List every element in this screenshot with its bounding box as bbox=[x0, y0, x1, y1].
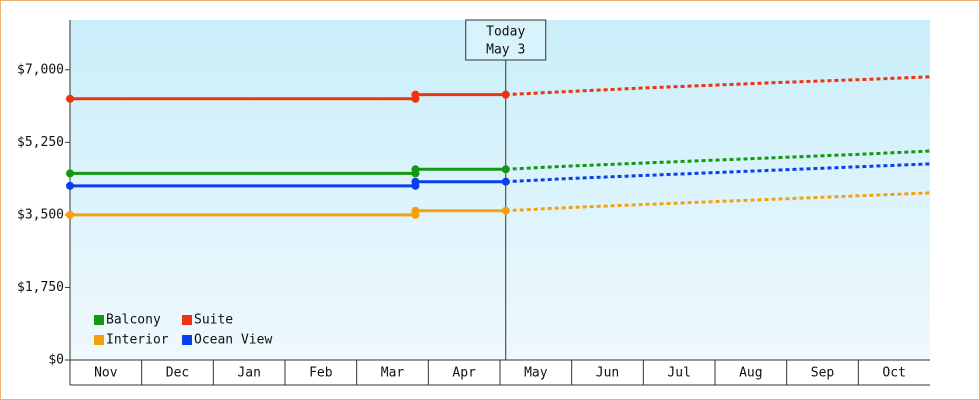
point bbox=[411, 165, 420, 174]
legend-label: Ocean View bbox=[194, 333, 272, 348]
x-tick-label: Jun bbox=[596, 366, 619, 381]
x-tick-label: Jul bbox=[667, 366, 690, 381]
point bbox=[411, 177, 420, 186]
legend-label: Interior bbox=[106, 333, 169, 348]
point bbox=[501, 177, 510, 186]
forecast-line bbox=[505, 162, 931, 184]
forecast-line bbox=[505, 75, 931, 97]
y-tick-label: $7,000 bbox=[17, 62, 64, 77]
x-tick-label: May bbox=[524, 366, 548, 381]
y-tick-label: $1,750 bbox=[17, 280, 64, 295]
x-tick-label: Sep bbox=[811, 366, 835, 381]
today-label: May 3 bbox=[486, 43, 525, 58]
point bbox=[411, 206, 420, 215]
point bbox=[66, 210, 74, 219]
plot-area bbox=[70, 20, 930, 360]
point bbox=[501, 206, 510, 215]
point bbox=[411, 90, 420, 99]
x-tick-label: Oct bbox=[882, 366, 905, 381]
x-tick-label: Aug bbox=[739, 366, 762, 381]
x-tick-label: Apr bbox=[452, 366, 476, 381]
today-box bbox=[465, 19, 547, 61]
x-tick-label: Nov bbox=[94, 366, 118, 381]
point bbox=[501, 165, 510, 174]
legend-swatch bbox=[182, 335, 192, 345]
today-label: Today bbox=[486, 25, 525, 40]
x-tick-label: Feb bbox=[309, 366, 333, 381]
point bbox=[66, 94, 74, 103]
point bbox=[501, 90, 510, 99]
forecast-line bbox=[505, 149, 931, 171]
point bbox=[66, 169, 74, 178]
y-tick-label: $5,250 bbox=[17, 135, 64, 150]
x-tick-label: Mar bbox=[381, 366, 405, 381]
legend-swatch bbox=[94, 315, 104, 325]
legend-swatch bbox=[182, 315, 192, 325]
legend-label: Suite bbox=[194, 313, 233, 328]
point bbox=[66, 181, 74, 190]
x-tick-label: Dec bbox=[166, 366, 189, 381]
y-tick-label: $3,500 bbox=[17, 207, 64, 222]
forecast-line bbox=[505, 191, 931, 213]
legend-label: Balcony bbox=[106, 313, 161, 328]
y-tick-label: $0 bbox=[48, 353, 64, 368]
legend-swatch bbox=[94, 335, 104, 345]
x-tick-label: Jan bbox=[237, 366, 260, 381]
